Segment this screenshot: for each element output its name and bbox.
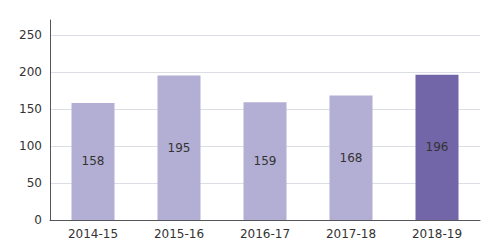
svg-text:150: 150 (19, 102, 42, 116)
svg-text:100: 100 (19, 139, 42, 153)
svg-text:168: 168 (340, 151, 363, 165)
svg-text:196: 196 (426, 140, 449, 154)
svg-text:200: 200 (19, 65, 42, 79)
svg-text:2018-19: 2018-19 (412, 227, 462, 241)
svg-text:159: 159 (254, 154, 277, 168)
svg-text:2015-16: 2015-16 (154, 227, 204, 241)
svg-text:2016-17: 2016-17 (240, 227, 290, 241)
svg-text:158: 158 (82, 154, 105, 168)
svg-text:0: 0 (34, 213, 42, 227)
svg-text:2014-15: 2014-15 (68, 227, 118, 241)
svg-text:250: 250 (19, 28, 42, 42)
svg-text:50: 50 (27, 176, 42, 190)
svg-text:195: 195 (168, 141, 191, 155)
svg-text:2017-18: 2017-18 (326, 227, 376, 241)
